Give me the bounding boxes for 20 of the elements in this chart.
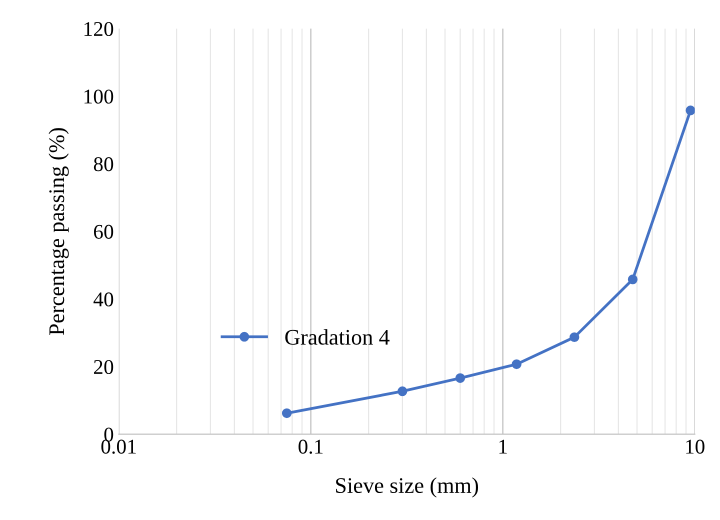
y-tick-label: 40 <box>94 292 114 306</box>
point <box>512 359 522 370</box>
y-tick-label: 80 <box>94 157 114 172</box>
x-tick-label: 0.01 <box>101 440 136 454</box>
y-tick-label: 120 <box>84 22 114 36</box>
y-axis-title: Percentage passing (%) <box>48 128 69 336</box>
point <box>455 373 466 383</box>
point <box>686 106 695 116</box>
y-tick-label: 60 <box>94 224 114 239</box>
y-tick-label: 100 <box>84 90 114 104</box>
x-tick-label: 1 <box>499 440 507 454</box>
x-tick-label: 10 <box>686 440 704 454</box>
y-tick-label: 0 <box>104 428 114 442</box>
y-tick-label: 20 <box>94 360 114 374</box>
point <box>398 386 408 396</box>
point <box>570 332 580 342</box>
x-tick-label: 0.1 <box>298 440 323 454</box>
legend-label: Gradation 4 <box>285 329 390 345</box>
x-axis-title: Sieve size (mm) <box>336 477 478 498</box>
point <box>628 274 638 284</box>
